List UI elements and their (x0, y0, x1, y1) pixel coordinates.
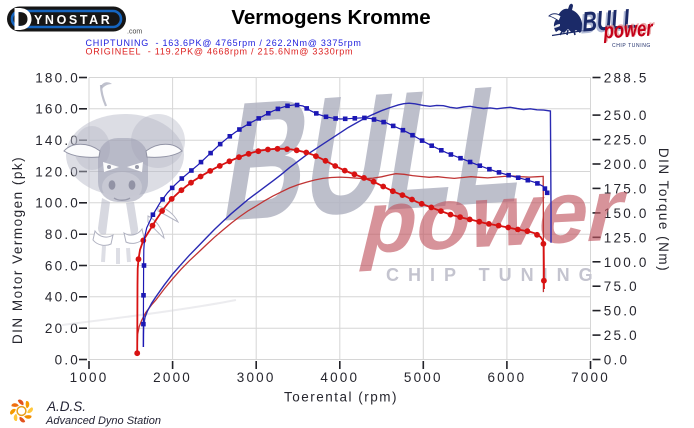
svg-text:Toerental (rpm): Toerental (rpm) (284, 390, 398, 405)
svg-text:175.0: 175.0 (604, 181, 649, 196)
svg-text:50.0: 50.0 (604, 304, 639, 319)
svg-text:A.D.S.: A.D.S. (46, 399, 86, 414)
svg-text:.com: .com (127, 29, 142, 36)
svg-text:1000: 1000 (70, 370, 109, 385)
svg-text:250.0: 250.0 (604, 108, 649, 123)
svg-text:DIN Torque (Nm): DIN Torque (Nm) (656, 148, 671, 272)
svg-text:ORIGINEEL - 119.2PK@ 4668rpm: ORIGINEEL - 119.2PK@ 4668rpm / 215.6Nm@ … (86, 46, 354, 56)
svg-text:120.0: 120.0 (35, 164, 80, 179)
svg-text:power: power (359, 159, 630, 272)
svg-text:Vermogens Kromme: Vermogens Kromme (231, 6, 430, 29)
svg-text:0.0: 0.0 (55, 352, 80, 367)
svg-text:CHIPTUNING - 163.6PK@ 4765rpm: CHIPTUNING - 163.6PK@ 4765rpm / 262.2Nm@… (86, 38, 362, 48)
svg-text:7000: 7000 (571, 370, 610, 385)
svg-text:60.0: 60.0 (45, 258, 80, 273)
svg-text:125.0: 125.0 (604, 230, 649, 245)
svg-text:225.0: 225.0 (604, 133, 649, 148)
svg-text:CHIP TUNING: CHIP TUNING (386, 265, 602, 285)
svg-text:YNOSTAR: YNOSTAR (34, 13, 112, 27)
svg-text:100.0: 100.0 (604, 255, 649, 270)
svg-text:75.0: 75.0 (604, 279, 639, 294)
svg-text:DIN Motor Vermogen (pk): DIN Motor Vermogen (pk) (10, 156, 25, 344)
svg-text:BULL: BULL (581, 4, 637, 39)
svg-text:150.0: 150.0 (604, 206, 649, 221)
svg-text:Advanced Dyno Station: Advanced Dyno Station (45, 415, 161, 427)
svg-text:2000: 2000 (153, 370, 192, 385)
svg-text:80.0: 80.0 (45, 227, 80, 242)
svg-text:40.0: 40.0 (45, 290, 80, 305)
svg-text:power: power (603, 15, 656, 43)
svg-text:20.0: 20.0 (45, 321, 80, 336)
svg-text:288.5: 288.5 (604, 71, 649, 86)
svg-text:140.0: 140.0 (35, 133, 80, 148)
svg-text:4000: 4000 (320, 370, 359, 385)
svg-text:100.0: 100.0 (35, 196, 80, 211)
svg-text:180.0: 180.0 (35, 70, 80, 85)
svg-text:5000: 5000 (404, 370, 443, 385)
svg-text:CHIP TUNING: CHIP TUNING (612, 43, 651, 49)
svg-text:6000: 6000 (487, 370, 526, 385)
svg-text:160.0: 160.0 (35, 102, 80, 117)
svg-text:power: power (602, 16, 655, 44)
svg-text:3000: 3000 (237, 370, 276, 385)
svg-text:200.0: 200.0 (604, 157, 649, 172)
svg-text:BULL: BULL (579, 6, 635, 41)
svg-text:25.0: 25.0 (604, 328, 639, 343)
svg-text:0.0: 0.0 (604, 353, 629, 368)
